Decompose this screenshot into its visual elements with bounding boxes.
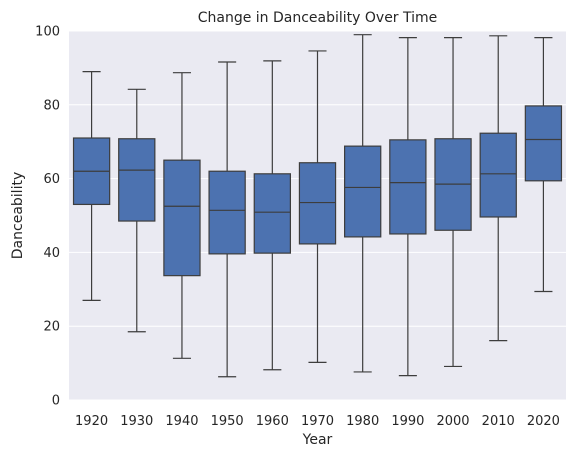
x-tick-label: 1980 <box>346 414 379 429</box>
x-tick-label: 1970 <box>301 414 334 429</box>
y-tick-label: 80 <box>43 98 60 113</box>
iqr-box <box>208 170 246 255</box>
box-1980 <box>344 34 382 373</box>
box-group <box>72 34 563 378</box>
box-2000 <box>434 37 472 368</box>
iqr-box <box>524 105 563 182</box>
x-tick-label: 1920 <box>75 414 108 429</box>
box-1970 <box>298 50 337 363</box>
y-tick-labels: 0 20 40 60 80 100 <box>35 25 60 409</box>
x-tick-label: 2010 <box>482 414 515 429</box>
y-tick-label: 60 <box>43 172 60 187</box>
x-axis-label: Year <box>302 432 333 448</box>
y-axis-label: Danceability <box>10 172 26 259</box>
x-tick-label: 2020 <box>527 414 560 429</box>
y-tick-label: 0 <box>52 394 60 409</box>
box-1940 <box>163 72 201 359</box>
box-1960 <box>253 60 291 371</box>
x-tick-label: 1990 <box>391 414 424 429</box>
box-2020 <box>524 37 563 293</box>
y-tick-label: 100 <box>35 25 60 40</box>
iqr-box <box>389 139 427 235</box>
iqr-box <box>344 145 382 238</box>
y-tick-label: 40 <box>43 246 60 261</box>
iqr-box <box>479 132 517 218</box>
iqr-box <box>253 173 291 254</box>
y-tick-label: 20 <box>43 320 60 335</box>
box-1930 <box>118 88 156 333</box>
x-tick-label: 1950 <box>211 414 244 429</box>
x-tick-labels: 1920 1930 1940 1950 1960 1970 1980 1990 2000 2010… <box>75 414 560 429</box>
box-1950 <box>208 61 246 378</box>
x-tick-label: 2000 <box>436 414 469 429</box>
iqr-box <box>298 162 337 245</box>
box-1920 <box>72 70 111 301</box>
x-tick-label: 1930 <box>120 414 153 429</box>
chart-title: Change in Danceability Over Time <box>198 10 438 26</box>
x-tick-label: 1960 <box>256 414 289 429</box>
iqr-box <box>118 138 156 222</box>
box-2010 <box>479 35 517 342</box>
box-1990 <box>389 37 427 377</box>
iqr-box <box>163 159 201 277</box>
x-tick-label: 1940 <box>165 414 198 429</box>
